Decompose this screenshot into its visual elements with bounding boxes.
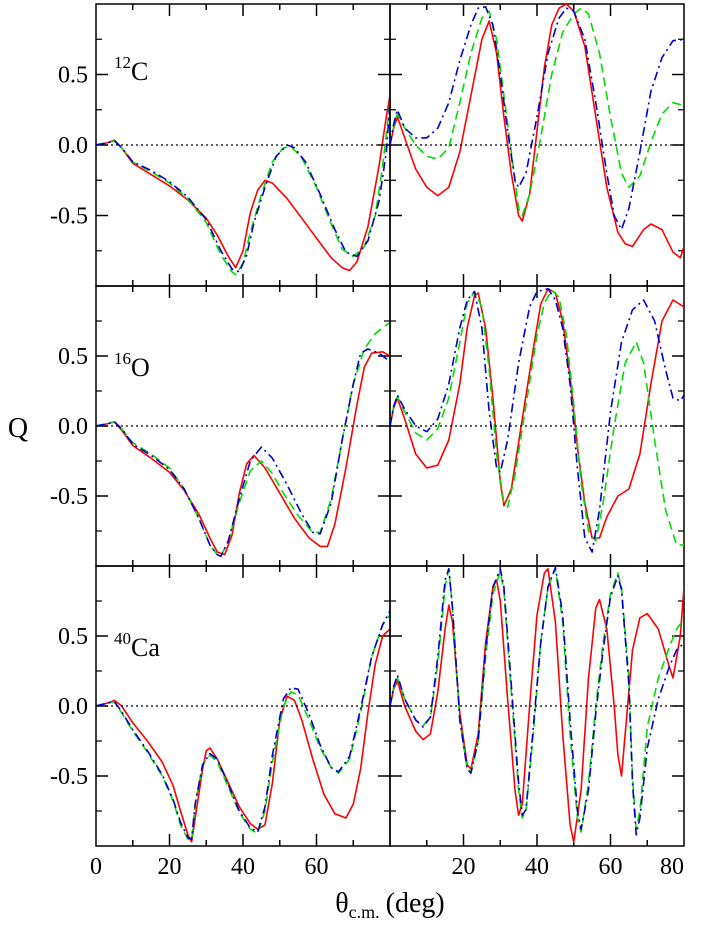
series-group bbox=[96, 321, 390, 557]
series-line-green bbox=[390, 568, 684, 833]
x-tick-label: 40 bbox=[231, 854, 255, 880]
x-axis-label: θc.m. (deg) bbox=[335, 888, 445, 922]
nucleus-mass: 16 bbox=[114, 349, 131, 368]
y-tick-label: 0.5 bbox=[58, 624, 88, 650]
series-group bbox=[390, 288, 684, 553]
x-axis-label-symbol: θ bbox=[335, 888, 348, 919]
series-line-blue bbox=[390, 566, 684, 836]
series-line-blue bbox=[390, 288, 684, 553]
y-tick-label: 0.5 bbox=[58, 63, 88, 89]
series-line-green bbox=[96, 614, 390, 842]
y-tick-label: 0.0 bbox=[58, 414, 88, 440]
x-tick-label: 40 bbox=[525, 854, 549, 880]
series-group bbox=[390, 566, 684, 843]
panels: -0.5 0.0 0.5 12C -0.5 0.0 0.5 16O -0.5 0.0 0.5 0 20 4… bbox=[50, 3, 685, 880]
x-tick-label: 0 bbox=[90, 854, 102, 880]
panel-16O-right bbox=[389, 285, 685, 567]
series-line-blue bbox=[96, 610, 390, 840]
y-tick-label: -0.5 bbox=[50, 764, 88, 790]
series-line-red bbox=[390, 4, 684, 259]
series-line-green bbox=[390, 289, 684, 546]
panel-40Ca-right: 20 40 60 80 bbox=[389, 565, 685, 880]
series-group bbox=[96, 95, 390, 276]
x-axis-label-subscript: c.m. bbox=[349, 902, 380, 922]
series-line-red bbox=[390, 288, 684, 539]
panel-16O-left: -0.5 0.0 0.5 16O bbox=[50, 285, 391, 567]
series-line-blue bbox=[390, 6, 684, 231]
x-tick-label: 60 bbox=[305, 854, 329, 880]
panel-12C-left: -0.5 0.0 0.5 12C bbox=[50, 3, 391, 287]
x-tick-label: 60 bbox=[599, 854, 623, 880]
nucleus-label: 12C bbox=[114, 53, 148, 86]
panel-12C-right bbox=[389, 3, 685, 287]
y-tick-label: -0.5 bbox=[50, 204, 88, 230]
x-tick-label: 20 bbox=[158, 854, 182, 880]
series-line-blue bbox=[96, 348, 390, 557]
nucleus-mass: 12 bbox=[114, 53, 131, 72]
nucleus-symbol: C bbox=[131, 57, 148, 86]
x-tick-label: 80 bbox=[660, 854, 684, 880]
series-line-green bbox=[390, 7, 684, 217]
x-tick-label: 20 bbox=[452, 854, 476, 880]
nucleus-label: 16O bbox=[114, 349, 150, 382]
nucleus-symbol: Ca bbox=[131, 633, 160, 662]
series-line-red bbox=[96, 628, 390, 843]
series-group bbox=[390, 4, 684, 259]
y-tick-label: 0.0 bbox=[58, 133, 88, 159]
y-tick-label: 0.0 bbox=[58, 694, 88, 720]
series-line-red bbox=[390, 568, 684, 843]
series-group bbox=[96, 610, 390, 843]
nucleus-mass: 40 bbox=[114, 629, 131, 648]
series-line-blue bbox=[96, 102, 390, 273]
x-axis-label-unit: (deg) bbox=[386, 888, 445, 919]
series-line-red bbox=[96, 95, 390, 272]
y-tick-label: -0.5 bbox=[50, 484, 88, 510]
nucleus-symbol: O bbox=[131, 353, 150, 382]
nucleus-label: 40Ca bbox=[114, 629, 160, 662]
series-line-red bbox=[96, 351, 390, 556]
y-tick-label: 0.5 bbox=[58, 344, 88, 370]
y-axis-label: Q bbox=[8, 413, 28, 444]
